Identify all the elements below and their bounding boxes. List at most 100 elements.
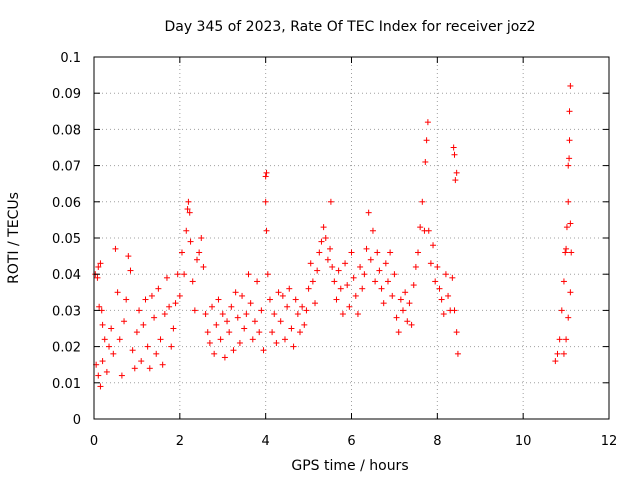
data-point — [361, 271, 368, 278]
y-axis-title: ROTI / TECUs — [6, 192, 22, 284]
data-point — [301, 321, 308, 328]
data-point — [286, 285, 293, 292]
data-point — [451, 307, 458, 314]
data-point — [558, 307, 565, 314]
data-point — [316, 249, 323, 256]
data-point — [442, 271, 449, 278]
data-point — [342, 260, 349, 267]
data-point — [178, 249, 185, 256]
data-point — [187, 238, 194, 245]
data-point — [215, 296, 222, 303]
data-point — [393, 314, 400, 321]
data-point — [563, 336, 570, 343]
data-point — [234, 314, 241, 321]
y-tick-label: 0.1 — [60, 51, 81, 66]
data-point — [434, 263, 441, 270]
data-point — [254, 278, 261, 285]
data-point — [213, 321, 220, 328]
data-point — [198, 235, 205, 241]
data-point — [133, 329, 140, 336]
data-point — [256, 329, 263, 336]
data-point — [96, 303, 103, 310]
data-point — [380, 300, 387, 307]
data-point — [331, 278, 338, 285]
data-point — [410, 282, 417, 289]
data-point — [200, 263, 207, 270]
data-point — [232, 289, 239, 296]
data-point — [263, 227, 270, 234]
data-point — [277, 318, 284, 325]
data-point — [422, 158, 429, 165]
data-point — [339, 311, 346, 318]
data-point — [138, 358, 145, 365]
data-point — [566, 137, 573, 144]
data-point — [560, 278, 567, 285]
data-point — [378, 285, 385, 292]
data-point — [566, 155, 573, 162]
data-point — [101, 336, 108, 343]
data-point — [140, 321, 147, 328]
data-point — [245, 271, 252, 278]
data-point — [174, 271, 181, 278]
axis-ticks — [93, 56, 610, 420]
data-point — [367, 256, 374, 263]
x-tick-label: 2 — [176, 434, 184, 449]
data-point — [438, 296, 445, 303]
data-point — [363, 245, 370, 252]
x-axis-title: GPS time / hours — [291, 458, 408, 474]
data-point — [449, 274, 456, 281]
y-tick-label: 0.08 — [52, 123, 81, 138]
data-point — [127, 267, 134, 274]
data-point — [450, 144, 457, 151]
data-point — [95, 372, 102, 379]
data-point — [275, 289, 282, 296]
data-point — [337, 285, 344, 292]
data-point — [185, 198, 192, 205]
data-point — [350, 274, 357, 281]
data-point — [189, 278, 196, 285]
data-point — [184, 206, 191, 213]
data-point — [445, 292, 452, 299]
data-point — [348, 249, 355, 256]
data-point — [279, 292, 286, 299]
data-point — [412, 263, 419, 270]
chart-title: Day 345 of 2023, Rate Of TEC Index for r… — [164, 19, 535, 35]
data-point — [430, 242, 437, 249]
data-point — [556, 336, 563, 343]
data-point — [202, 311, 209, 318]
data-point — [324, 256, 331, 263]
data-point — [281, 336, 288, 343]
x-tick-label: 6 — [347, 434, 355, 449]
data-point — [161, 311, 168, 318]
data-point — [196, 249, 203, 256]
y-tick-label: 0.03 — [52, 304, 81, 319]
data-point — [99, 321, 106, 328]
data-point — [425, 227, 432, 234]
data-point — [376, 267, 383, 274]
data-point — [243, 311, 250, 318]
data-point — [329, 263, 336, 270]
data-point — [266, 296, 273, 303]
data-point — [322, 235, 329, 241]
data-point — [118, 372, 125, 379]
data-point — [400, 307, 406, 314]
y-tick-label: 0.09 — [52, 87, 81, 102]
data-point — [359, 285, 366, 292]
data-point — [230, 347, 237, 354]
data-point — [565, 314, 572, 321]
y-tick-label: 0 — [73, 413, 81, 428]
data-point — [168, 343, 175, 350]
data-point — [284, 303, 291, 310]
data-point — [297, 329, 303, 336]
data-point — [357, 263, 364, 270]
data-point — [395, 329, 402, 336]
y-tick-label: 0.06 — [52, 196, 81, 211]
data-point — [312, 300, 319, 307]
data-point — [157, 336, 164, 343]
data-point — [415, 249, 422, 256]
data-point — [226, 329, 233, 336]
data-point — [303, 307, 310, 314]
data-point — [247, 300, 254, 307]
